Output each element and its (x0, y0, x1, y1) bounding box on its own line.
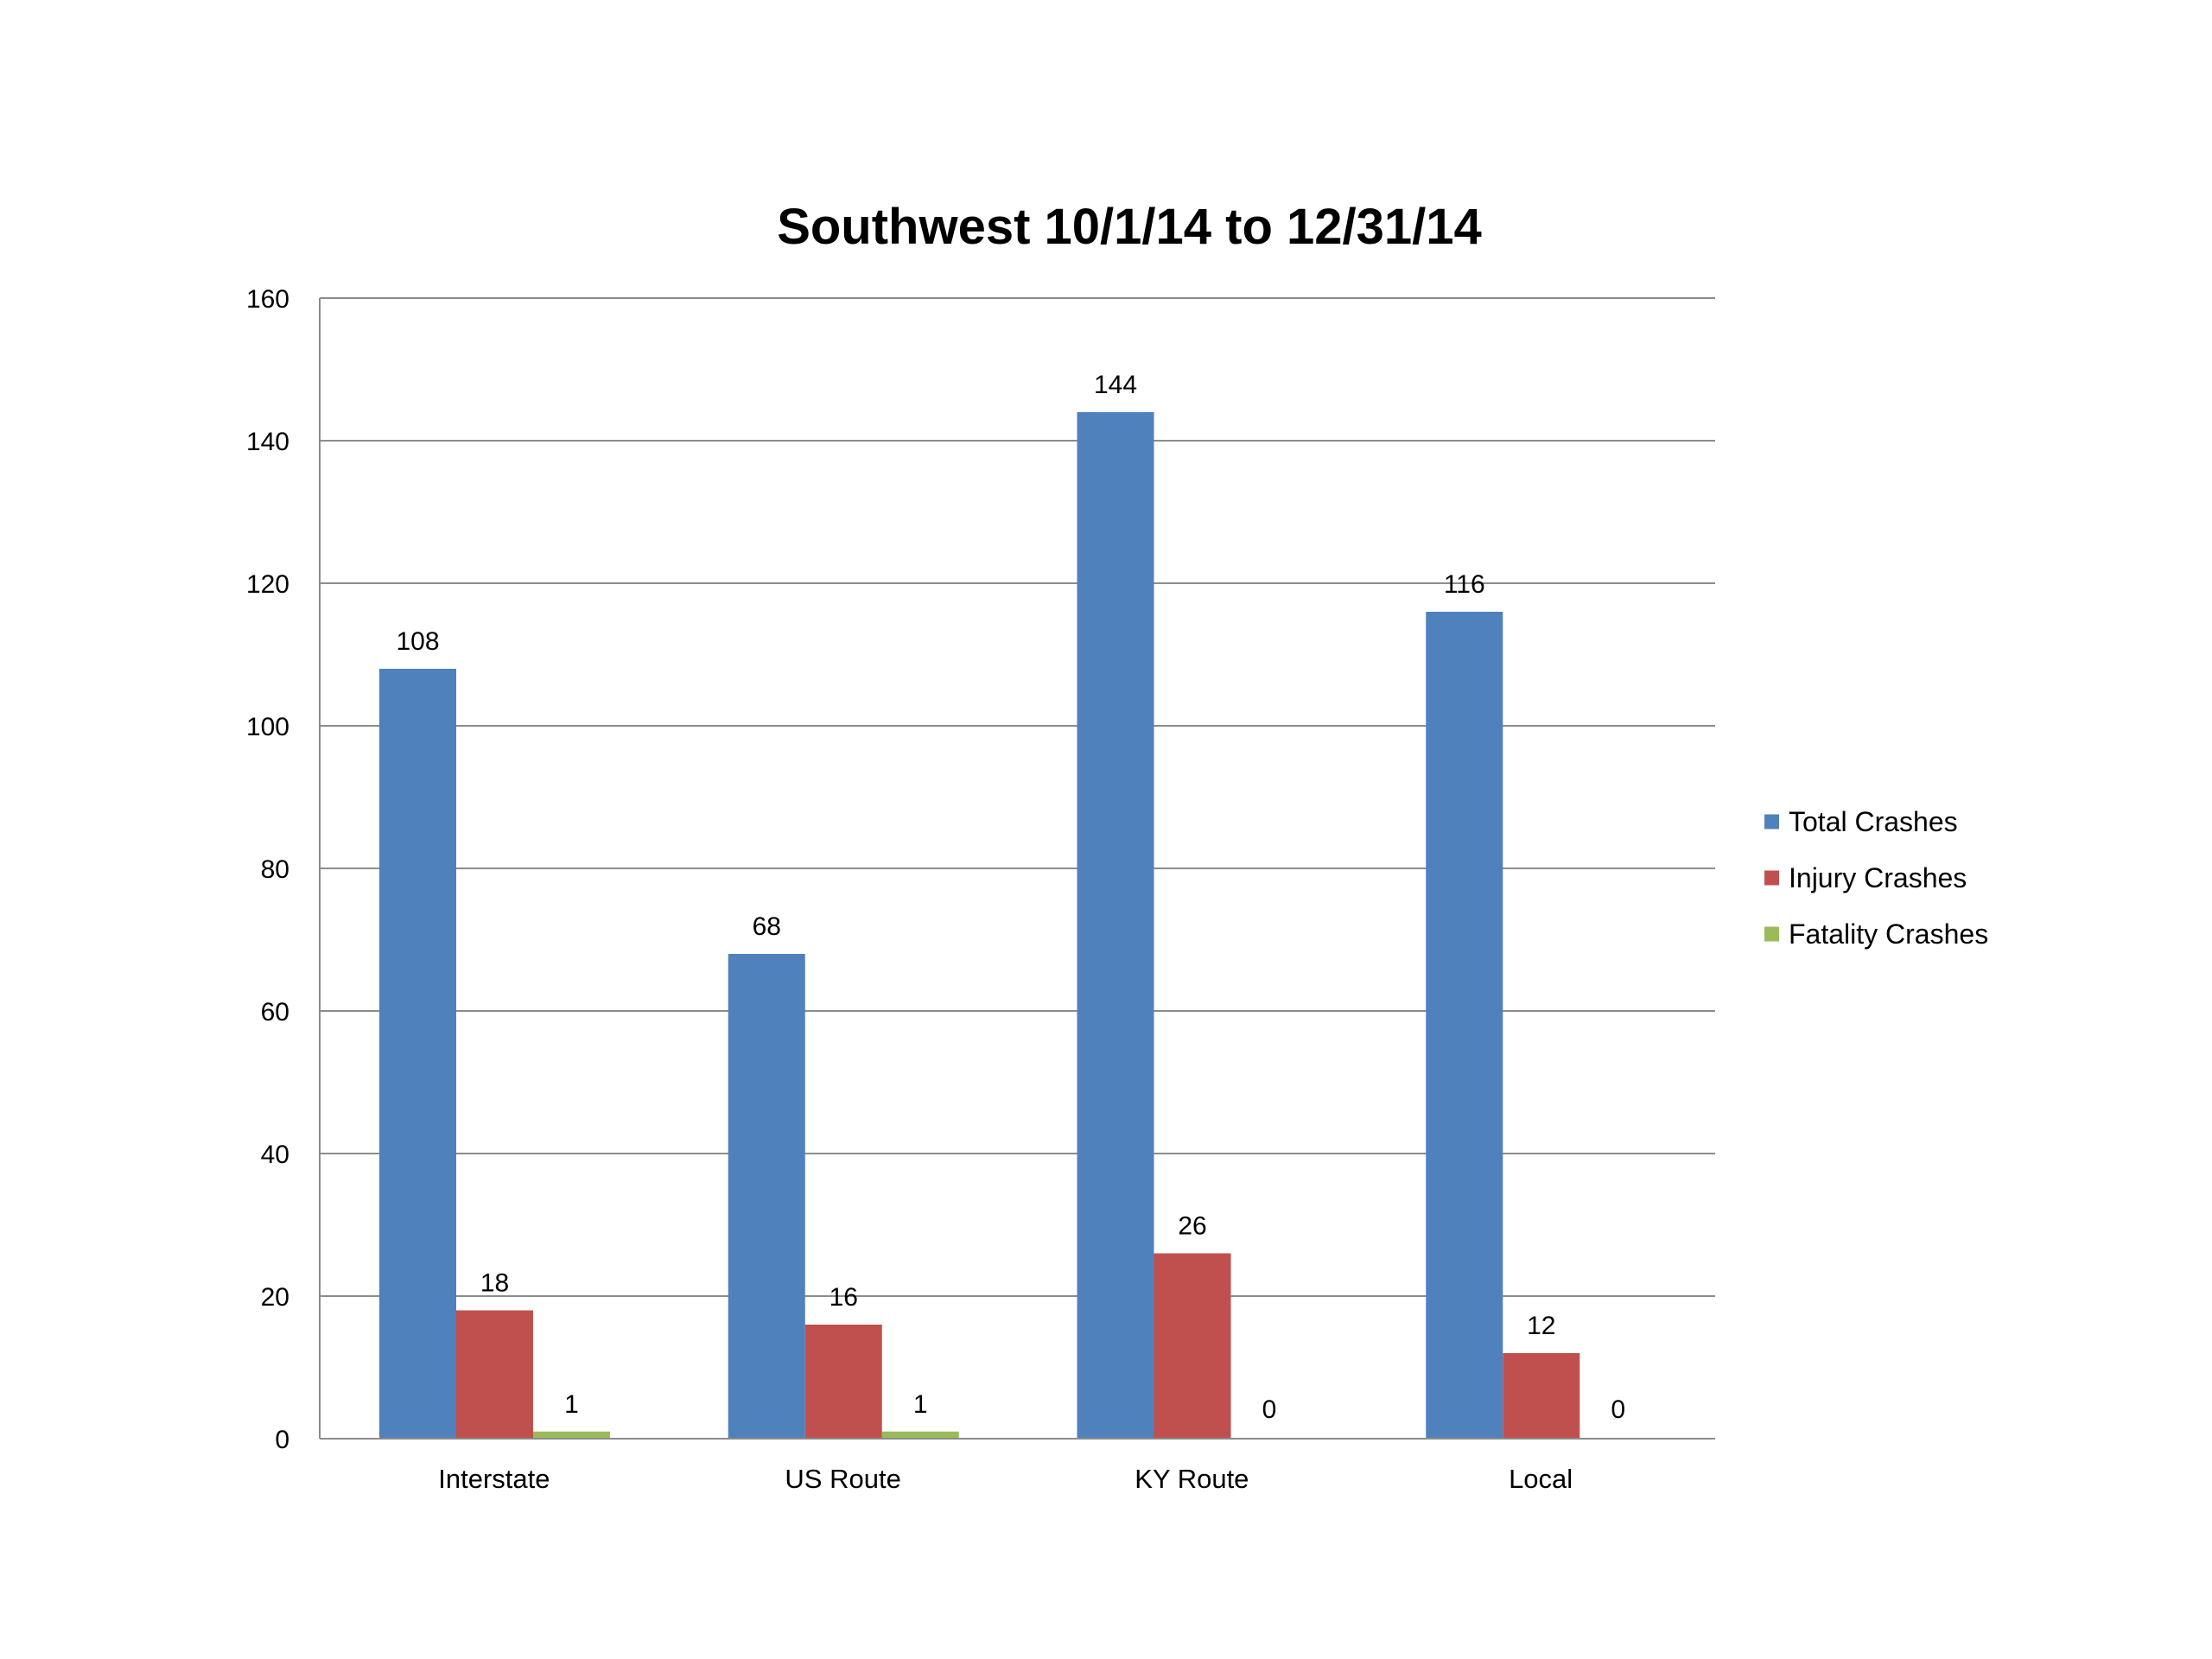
x-category-label: KY Route (1135, 1464, 1249, 1494)
legend-swatch (1764, 926, 1779, 942)
bars (379, 412, 1580, 1439)
bar-fatality-crashes (881, 1431, 959, 1439)
y-tick-label: 160 (246, 285, 289, 314)
axes (319, 298, 1715, 1440)
legend-label: Fatality Crashes (1789, 918, 1988, 950)
legend-swatch (1764, 870, 1779, 886)
bar-injury-crashes (1154, 1253, 1231, 1439)
y-axis-ticks: 0 20 40 60 80 100 120 140 160 (246, 285, 289, 1454)
data-label: 0 (1611, 1395, 1625, 1424)
data-label: 144 (1094, 371, 1137, 399)
bar-fatality-crashes (533, 1431, 610, 1439)
bar-total-crashes (1077, 412, 1154, 1439)
y-tick-label: 140 (246, 428, 289, 456)
legend: Total Crashes Injury Crashes Fatality Cras… (1764, 806, 1988, 950)
bar-injury-crashes (1503, 1353, 1580, 1439)
data-label: 16 (830, 1283, 858, 1312)
bar-total-crashes (379, 669, 456, 1439)
legend-label: Injury Crashes (1789, 862, 1967, 893)
chart-title: Southwest 10/1/14 to 12/31/14 (777, 199, 1482, 255)
data-label: 68 (753, 912, 781, 941)
data-label: 12 (1527, 1312, 1555, 1340)
bar-total-crashes (728, 954, 805, 1439)
y-tick-label: 80 (261, 855, 289, 884)
x-category-label: US Route (785, 1464, 900, 1494)
data-labels: 108 18 1 68 16 1 144 26 0 116 12 0 (396, 371, 1625, 1424)
legend-label: Total Crashes (1789, 806, 1958, 837)
data-label: 26 (1178, 1212, 1206, 1241)
data-label: 0 (1262, 1395, 1277, 1424)
y-tick-label: 60 (261, 998, 289, 1027)
y-tick-label: 20 (261, 1283, 289, 1312)
data-label: 116 (1444, 570, 1485, 599)
x-category-label: Interstate (438, 1464, 550, 1494)
bar-injury-crashes (456, 1310, 533, 1439)
y-tick-label: 0 (275, 1426, 289, 1454)
data-label: 108 (396, 627, 439, 656)
bar-total-crashes (1426, 612, 1503, 1439)
y-tick-label: 40 (261, 1141, 289, 1169)
data-label: 1 (564, 1390, 579, 1419)
gridlines (320, 297, 1715, 1297)
data-label: 18 (480, 1269, 509, 1298)
y-tick-label: 100 (246, 713, 289, 741)
x-category-label: Local (1509, 1464, 1573, 1494)
legend-swatch (1764, 814, 1779, 830)
y-tick-label: 120 (246, 570, 289, 599)
data-label: 1 (913, 1390, 928, 1419)
x-axis-categories: Interstate US Route KY Route Local (438, 1464, 1573, 1494)
bar-injury-crashes (804, 1325, 882, 1439)
